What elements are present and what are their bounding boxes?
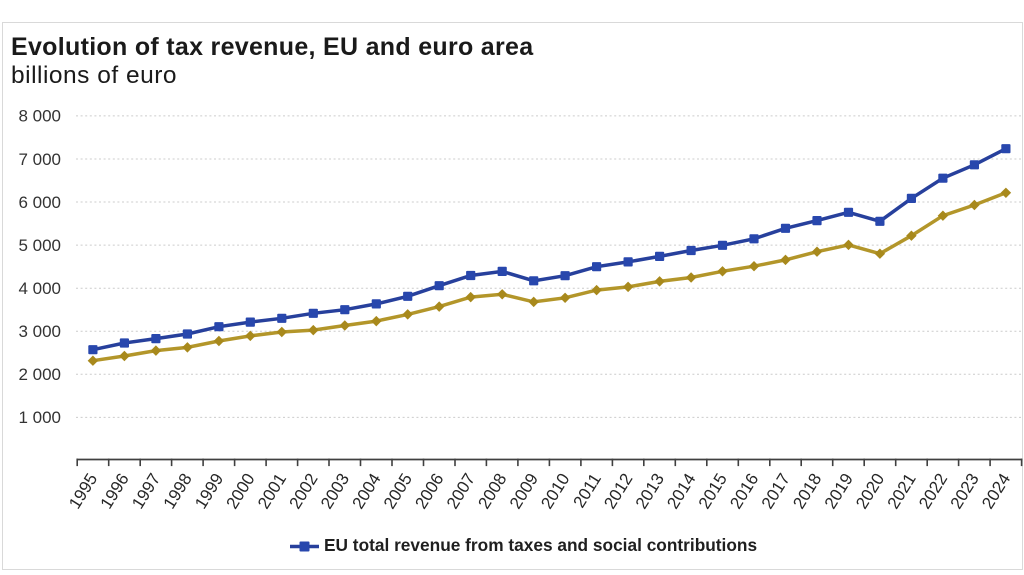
svg-text:2013: 2013 bbox=[632, 470, 668, 512]
svg-text:2011: 2011 bbox=[570, 470, 605, 511]
svg-text:2007: 2007 bbox=[443, 470, 479, 512]
svg-text:2003: 2003 bbox=[317, 470, 353, 512]
svg-text:2015: 2015 bbox=[695, 470, 731, 512]
svg-text:1996: 1996 bbox=[97, 470, 133, 512]
svg-text:2006: 2006 bbox=[411, 470, 447, 512]
svg-text:2019: 2019 bbox=[821, 470, 857, 512]
svg-text:1999: 1999 bbox=[191, 470, 227, 512]
svg-text:2008: 2008 bbox=[474, 470, 510, 512]
svg-text:6 000: 6 000 bbox=[18, 193, 61, 212]
svg-text:2018: 2018 bbox=[789, 470, 825, 512]
svg-text:1995: 1995 bbox=[65, 470, 101, 512]
svg-text:2023: 2023 bbox=[947, 470, 983, 512]
svg-text:2024: 2024 bbox=[978, 470, 1014, 512]
svg-text:8 000: 8 000 bbox=[18, 107, 61, 126]
svg-text:5 000: 5 000 bbox=[18, 236, 61, 255]
svg-text:1998: 1998 bbox=[160, 470, 196, 512]
svg-text:2016: 2016 bbox=[726, 470, 762, 512]
svg-text:2000: 2000 bbox=[223, 470, 259, 512]
svg-text:2017: 2017 bbox=[758, 470, 794, 512]
svg-text:7 000: 7 000 bbox=[18, 150, 61, 169]
svg-text:1 000: 1 000 bbox=[18, 408, 61, 427]
svg-text:2021: 2021 bbox=[884, 470, 920, 512]
svg-text:2004: 2004 bbox=[349, 470, 385, 512]
svg-text:EU total revenue from taxes an: EU total revenue from taxes and social c… bbox=[324, 535, 757, 555]
svg-text:2 000: 2 000 bbox=[18, 365, 61, 384]
svg-text:2009: 2009 bbox=[506, 470, 542, 512]
svg-text:2002: 2002 bbox=[286, 470, 322, 512]
svg-text:1997: 1997 bbox=[128, 470, 164, 512]
svg-text:2014: 2014 bbox=[663, 470, 699, 512]
svg-text:3 000: 3 000 bbox=[18, 322, 61, 341]
svg-text:2010: 2010 bbox=[537, 470, 573, 512]
svg-text:2022: 2022 bbox=[915, 470, 951, 512]
svg-text:2012: 2012 bbox=[600, 470, 636, 512]
svg-text:4 000: 4 000 bbox=[18, 279, 61, 298]
svg-text:2001: 2001 bbox=[254, 470, 290, 512]
svg-text:2005: 2005 bbox=[380, 470, 416, 512]
svg-text:2020: 2020 bbox=[852, 470, 888, 512]
